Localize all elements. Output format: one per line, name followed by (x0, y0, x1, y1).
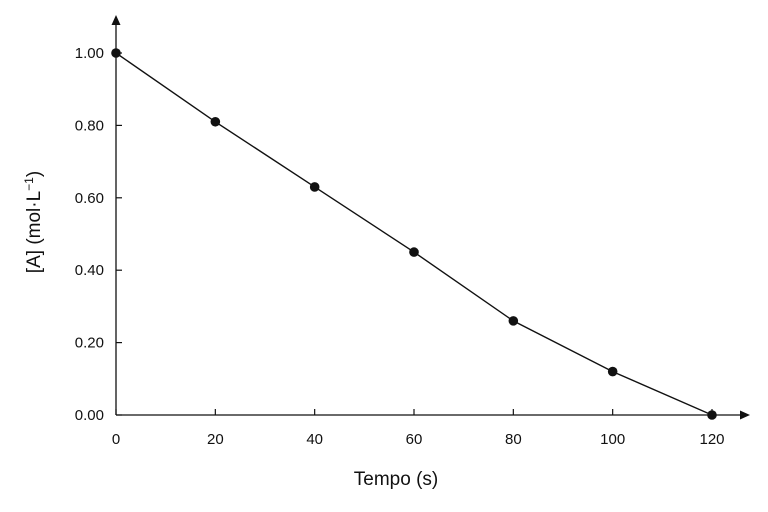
data-point (607, 366, 618, 377)
y-tick-label: 0.00 (75, 407, 104, 424)
y-axis-title-superscript: −1 (22, 177, 36, 191)
data-point (707, 410, 717, 420)
y-tick-label: 0.40 (75, 262, 104, 279)
y-tick-label: 1.00 (75, 45, 104, 62)
y-ticks: 0.00 0.20 0.40 0.60 0.80 1.00 (75, 45, 122, 424)
data-points (111, 48, 717, 420)
y-axis-arrow (111, 15, 121, 25)
x-tick-label: 80 (505, 431, 522, 448)
x-tick-label: 40 (306, 431, 323, 448)
x-axis-arrow (740, 410, 750, 420)
x-tick-label: 0 (112, 431, 120, 448)
x-tick-label: 60 (406, 431, 423, 448)
x-tick-label: 120 (699, 431, 724, 448)
data-point (309, 182, 320, 192)
y-axis-title-text: [A] (mol·L (24, 191, 45, 273)
data-point (508, 316, 519, 326)
data-point (409, 247, 419, 257)
data-point (210, 116, 221, 127)
x-tick-label: 20 (207, 431, 224, 448)
y-tick-label: 0.60 (75, 190, 104, 207)
y-axis-title: [A] (mol·L−1) (22, 171, 45, 273)
data-point (111, 48, 121, 58)
y-tick-label: 0.20 (75, 335, 104, 352)
y-axis-title-close: ) (24, 171, 45, 177)
series-line (115, 52, 713, 416)
y-tick-label: 0.80 (75, 117, 104, 134)
x-ticks: 0 20 40 60 80 100 120 (112, 409, 725, 448)
axes (111, 15, 750, 420)
x-tick-label: 100 (600, 431, 625, 448)
x-axis-title: Tempo (s) (354, 469, 438, 490)
